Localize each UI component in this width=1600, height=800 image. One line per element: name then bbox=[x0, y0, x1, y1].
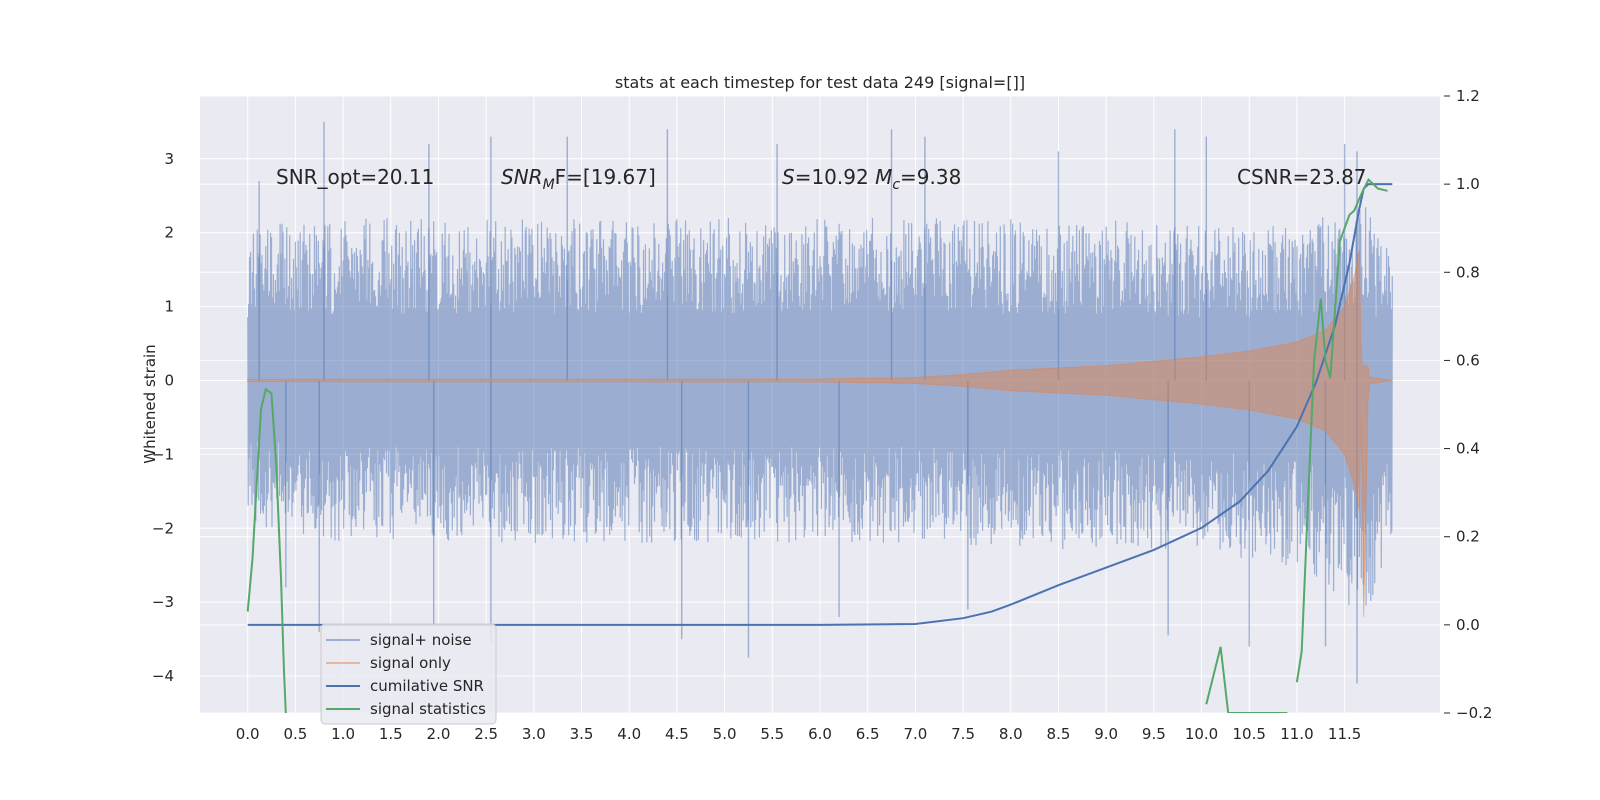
mc-value: =9.38 bbox=[900, 165, 961, 189]
x-tick-label: 3.5 bbox=[570, 725, 594, 743]
y2-tick-label: 0.0 bbox=[1456, 616, 1480, 634]
x-tick-label: 10.5 bbox=[1233, 725, 1266, 743]
x-tick-label: 1.0 bbox=[331, 725, 355, 743]
x-tick-label: 0.0 bbox=[236, 725, 260, 743]
x-tick-label: 11.5 bbox=[1328, 725, 1361, 743]
x-tick-label: 6.0 bbox=[808, 725, 832, 743]
annotation-csnr: CSNR=23.87 bbox=[1237, 165, 1367, 189]
mc-label: M bbox=[875, 165, 892, 189]
cumilative-snr-line bbox=[247, 183, 1393, 626]
y-tick-label: 1 bbox=[164, 298, 174, 316]
ticks: 0.0 0.5 1.0 1.5 2.0 2.5 3.0 3.5 4.0 4.5 5.0 5.5 6.0 6… bbox=[152, 87, 1493, 743]
x-tick-label: 2.0 bbox=[427, 725, 451, 743]
signal-statistics-line bbox=[1205, 646, 1288, 713]
signal-statistics-line bbox=[1295, 178, 1388, 683]
x-tick-label: 11.0 bbox=[1280, 725, 1313, 743]
y2-tick-label: 0.6 bbox=[1456, 351, 1480, 369]
annotation-s-mc: S=10.92 Mc=9.38 bbox=[782, 165, 961, 193]
y-tick-label: −2 bbox=[152, 519, 174, 537]
x-tick-label: 8.0 bbox=[999, 725, 1023, 743]
mc-sub: c bbox=[892, 177, 900, 193]
signal-only-band bbox=[247, 249, 1393, 617]
legend-label-signal-statistics: signal statistics bbox=[370, 700, 486, 718]
x-tick-label: 5.5 bbox=[760, 725, 784, 743]
x-tick-label: 3.0 bbox=[522, 725, 546, 743]
y2-tick-label: 0.8 bbox=[1456, 263, 1480, 281]
y-axis-label: Whitened strain bbox=[141, 344, 159, 463]
y-tick-label: −1 bbox=[152, 445, 174, 463]
y-tick-label: −4 bbox=[152, 667, 174, 685]
annotation-snr-opt: SNR_opt=20.11 bbox=[276, 165, 434, 189]
y2-tick-label: 0.2 bbox=[1456, 528, 1480, 546]
y-tick-label: 2 bbox=[164, 224, 174, 242]
s-value: =10.92 bbox=[795, 165, 875, 189]
y-tick-label: −3 bbox=[152, 593, 174, 611]
y2-tick-label: 1.0 bbox=[1456, 175, 1480, 193]
x-tick-label: 5.0 bbox=[713, 725, 737, 743]
y2-tick-label: 0.4 bbox=[1456, 440, 1480, 458]
y-tick-label: 3 bbox=[164, 150, 174, 168]
signal-plus-noise-line bbox=[247, 207, 1393, 606]
s-label: S bbox=[782, 165, 795, 189]
signal-statistics-line bbox=[246, 387, 287, 713]
snr-mf-sub: M bbox=[543, 177, 555, 193]
series-signal-statistics bbox=[246, 178, 1388, 713]
x-tick-label: 10.0 bbox=[1185, 725, 1218, 743]
annotation-snr-mf: SNRMF=[19.67] bbox=[501, 165, 656, 193]
y-tick-label: 0 bbox=[164, 371, 174, 389]
y2-tick-label: −0.2 bbox=[1456, 704, 1492, 722]
series-signal-only bbox=[247, 249, 1393, 617]
legend-box bbox=[320, 623, 497, 725]
chart-title: stats at each timestep for test data 249… bbox=[615, 73, 1025, 92]
x-tick-label: 1.5 bbox=[379, 725, 403, 743]
x-tick-label: 9.5 bbox=[1142, 725, 1166, 743]
snr-mf-base: SNR bbox=[501, 165, 543, 189]
snr-mf-rest: F=[19.67] bbox=[555, 165, 656, 189]
series-cumilative-snr bbox=[247, 183, 1393, 626]
x-tick-label: 6.5 bbox=[856, 725, 880, 743]
y2-tick-label: 1.2 bbox=[1456, 87, 1480, 105]
x-tick-label: 4.5 bbox=[665, 725, 689, 743]
x-tick-label: 8.5 bbox=[1047, 725, 1071, 743]
x-tick-label: 0.5 bbox=[283, 725, 307, 743]
legend: signal+ noise signal only cumilative SNR… bbox=[320, 623, 497, 725]
legend-label-signal-only: signal only bbox=[370, 654, 451, 672]
x-tick-label: 2.5 bbox=[474, 725, 498, 743]
x-tick-label: 9.0 bbox=[1094, 725, 1118, 743]
legend-label-cumilative-snr: cumilative SNR bbox=[370, 677, 484, 695]
x-tick-label: 7.0 bbox=[903, 725, 927, 743]
legend-label-signal-plus-noise: signal+ noise bbox=[370, 631, 472, 649]
x-tick-label: 7.5 bbox=[951, 725, 975, 743]
x-tick-label: 4.0 bbox=[617, 725, 641, 743]
